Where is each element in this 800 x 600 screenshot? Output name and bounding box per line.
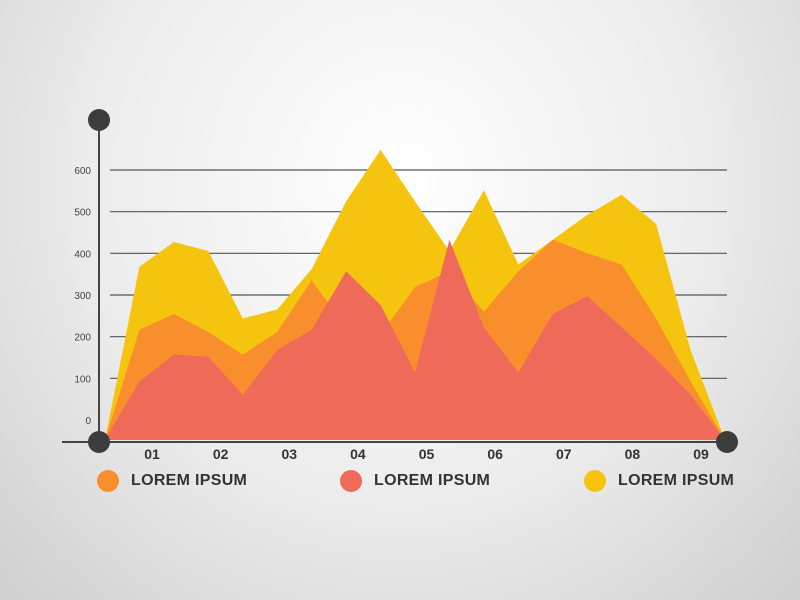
area-series-group	[105, 149, 725, 441]
x-tick-label: 06	[487, 446, 503, 462]
y-tick-label: 500	[74, 208, 91, 219]
x-tick-label: 08	[625, 446, 641, 462]
x-tick-label: 03	[281, 446, 297, 462]
y-axis-top-knob	[88, 109, 110, 131]
y-axis-ticks: 0 100 200 300 400 500 600	[74, 166, 91, 427]
y-tick-label: 400	[74, 249, 91, 260]
y-tick-label: 200	[74, 333, 91, 344]
x-axis-end-knob	[716, 431, 738, 453]
y-tick-label: 600	[74, 166, 91, 177]
legend-swatch	[340, 470, 362, 492]
y-tick-label: 100	[74, 374, 91, 385]
area-series-3	[105, 239, 725, 440]
legend-item-red: LOREM IPSUM	[340, 470, 490, 492]
x-tick-label: 02	[213, 446, 229, 462]
legend-label: LOREM IPSUM	[618, 472, 735, 489]
x-tick-label: 01	[144, 446, 160, 462]
x-axis-ticks: 01 02 03 04 05 06 07 08 09	[144, 446, 709, 462]
x-tick-label: 09	[693, 446, 709, 462]
legend-label: LOREM IPSUM	[374, 472, 491, 489]
legend-swatch	[584, 470, 606, 492]
legend-label: LOREM IPSUM	[131, 472, 248, 489]
legend-swatch	[97, 470, 119, 492]
legend: LOREM IPSUM LOREM IPSUM LOREM IPSUM	[0, 470, 800, 500]
x-tick-label: 04	[350, 446, 366, 462]
legend-item-orange: LOREM IPSUM	[97, 470, 247, 492]
y-tick-label: 300	[74, 291, 91, 302]
legend-item-yellow: LOREM IPSUM	[584, 470, 734, 492]
origin-knob	[88, 431, 110, 453]
x-tick-label: 05	[419, 446, 435, 462]
y-tick-label: 0	[85, 416, 91, 427]
x-tick-label: 07	[556, 446, 572, 462]
axes	[62, 109, 738, 453]
